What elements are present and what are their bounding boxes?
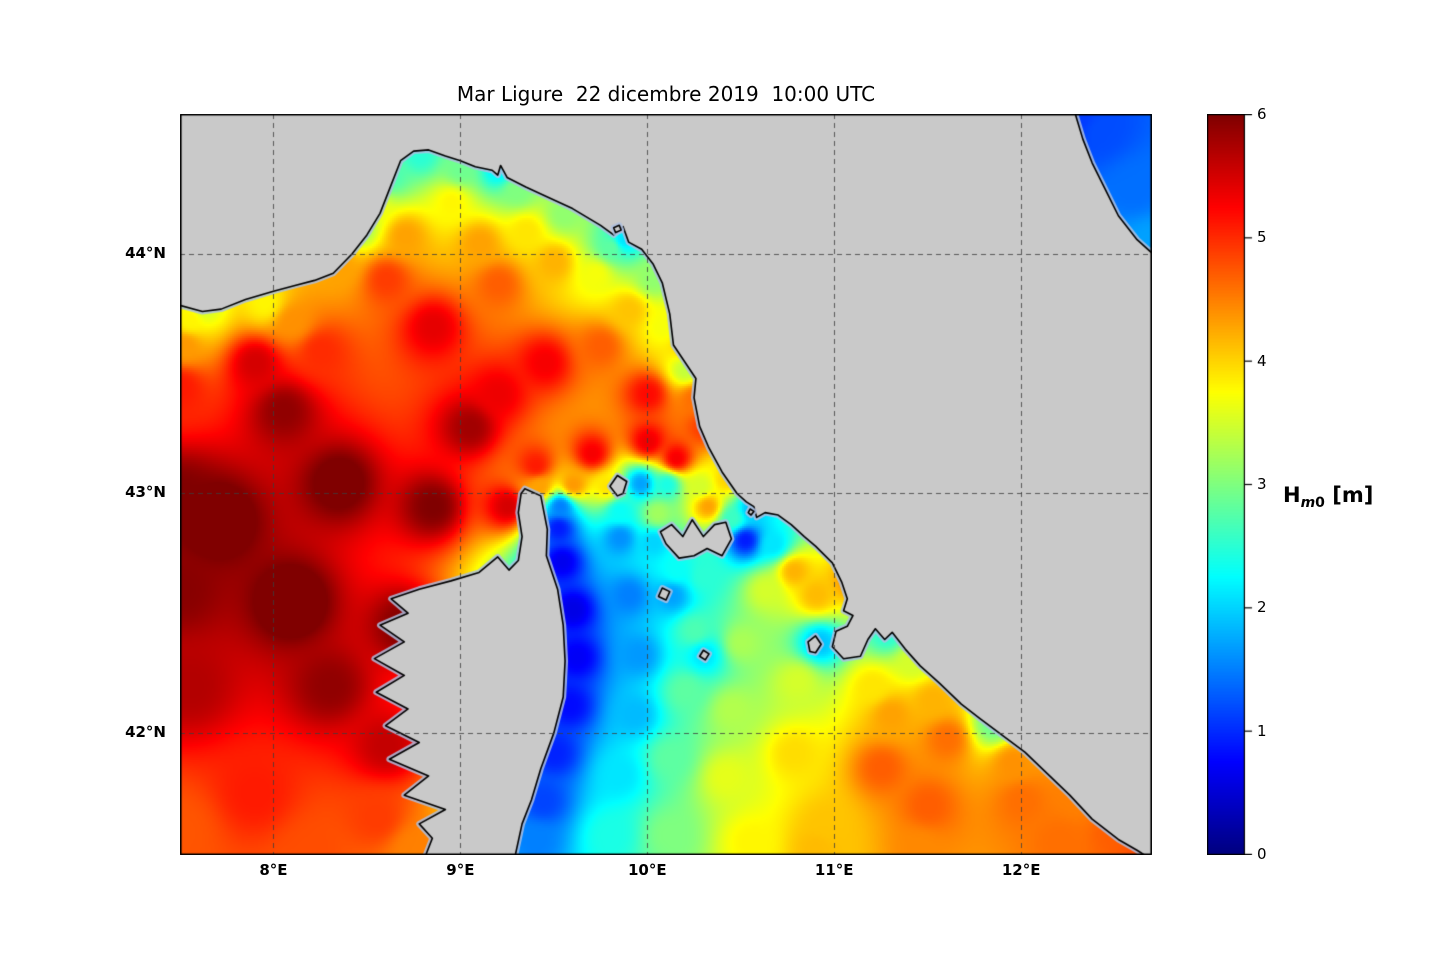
- x-tick-label: 10°E: [627, 861, 667, 879]
- colorbar-tick-label: 5: [1257, 228, 1267, 247]
- x-tick-label: 9°E: [446, 861, 475, 879]
- colorbar-tick-label: 2: [1257, 598, 1267, 617]
- colorbar-label: Hm0 [m]: [1283, 483, 1373, 511]
- colorbar-label-symbol: H: [1283, 483, 1301, 507]
- colorbar-label-units: [m]: [1324, 483, 1374, 507]
- colorbar-tick-label: 6: [1257, 105, 1267, 123]
- x-tick-label: 12°E: [1001, 861, 1041, 879]
- y-tick-label: 42°N: [125, 722, 166, 741]
- colorbar-tick-label: 1: [1257, 721, 1267, 740]
- y-tick-label: 43°N: [125, 483, 166, 502]
- colorbar: [1207, 114, 1255, 855]
- x-tick-label: 8°E: [259, 861, 288, 879]
- wave-height-map-canvas: [180, 114, 1152, 855]
- colorbar-tick-label: 4: [1257, 351, 1267, 370]
- colorbar-label-subscript: m0: [1300, 495, 1325, 512]
- y-tick-label: 44°N: [125, 244, 166, 263]
- plot-title: Mar Ligure 22 dicembre 2019 10:00 UTC: [456, 82, 876, 106]
- colorbar-tick-label: 3: [1257, 475, 1267, 493]
- x-tick-label: 11°E: [814, 861, 854, 879]
- colorbar-tick-label: 0: [1257, 845, 1267, 863]
